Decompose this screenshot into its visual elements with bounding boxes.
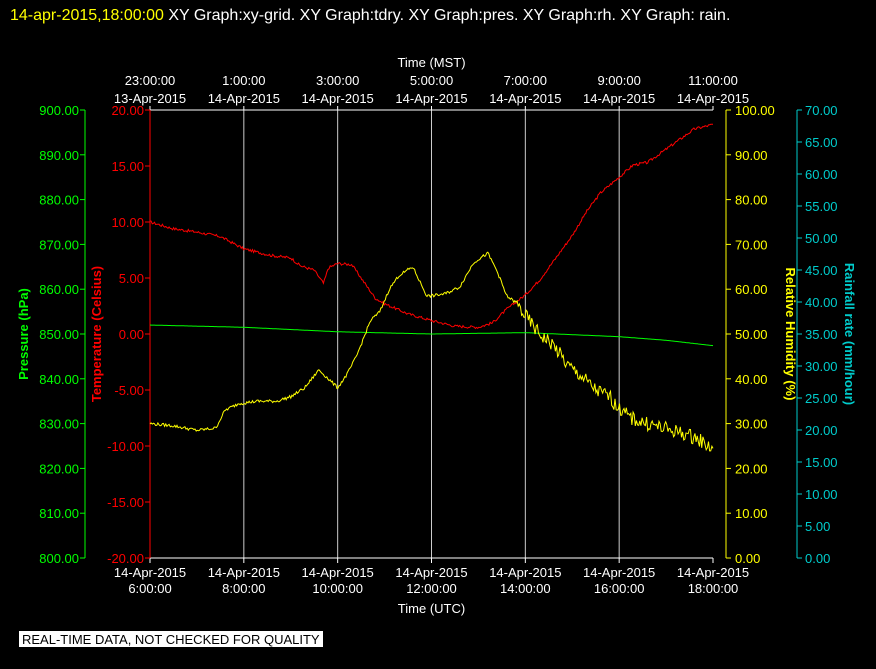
x-top-tick-label-time: 5:00:00 (410, 73, 453, 88)
rainfall-tick-label: 10.00 (805, 487, 838, 502)
title-timestamp: 14-apr-2015,18:00:00 (10, 7, 164, 24)
rainfall-tick-label: 0.00 (805, 551, 830, 566)
temperature-tick-label: 20.00 (111, 103, 144, 118)
humidity-tick-label: 70.00 (735, 237, 768, 252)
temperature-tick-label: -10.00 (107, 439, 144, 454)
humidity-tick-label: 100.00 (735, 103, 775, 118)
pressure-tick-label: 890.00 (39, 148, 79, 163)
pressure-tick-label: 810.00 (39, 506, 79, 521)
x-bottom-tick-label-date: 14-Apr-2015 (583, 565, 655, 580)
pressure-axis-title: Pressure (hPa) (16, 288, 31, 380)
x-top-tick-label-date: 13-Apr-2015 (114, 91, 186, 106)
rainfall-tick-label: 45.00 (805, 263, 838, 278)
series (149, 123, 714, 452)
x-top-tick-label-date: 14-Apr-2015 (395, 91, 467, 106)
temperature-tick-label: 5.00 (119, 271, 144, 286)
pressure-tick-label: 840.00 (39, 372, 79, 387)
temperature-tick-label: 10.00 (111, 215, 144, 230)
x-bottom-tick-label-date: 14-Apr-2015 (208, 565, 280, 580)
rainfall-tick-label: 35.00 (805, 327, 838, 342)
x-top-tick-label-time: 1:00:00 (222, 73, 265, 88)
rainfall-tick-label: 30.00 (805, 359, 838, 374)
humidity-tick-label: 30.00 (735, 417, 768, 432)
title-graph-list: XY Graph:xy-grid. XY Graph:tdry. XY Grap… (163, 7, 731, 24)
rainfall-tick-label: 50.00 (805, 231, 838, 246)
axes: 14-Apr-20156:00:0014-Apr-20158:00:0014-A… (16, 55, 857, 616)
humidity-axis-title: Relative Humidity (%) (783, 268, 798, 401)
pressure-tick-label: 830.00 (39, 417, 79, 432)
humidity-tick-label: 50.00 (735, 327, 768, 342)
temperature-axis-title: Temperature (Celsius) (89, 266, 104, 402)
x-top-tick-label-time: 3:00:00 (316, 73, 359, 88)
rainfall-tick-label: 55.00 (805, 199, 838, 214)
rainfall-tick-label: 40.00 (805, 295, 838, 310)
humidity-tick-label: 40.00 (735, 372, 768, 387)
rainfall-tick-label: 60.00 (805, 167, 838, 182)
pressure-tick-label: 900.00 (39, 103, 79, 118)
pressure-tick-label: 820.00 (39, 461, 79, 476)
temperature-tick-label: -15.00 (107, 495, 144, 510)
temperature-tick-label: 15.00 (111, 159, 144, 174)
x-bottom-tick-label-date: 14-Apr-2015 (395, 565, 467, 580)
x-top-tick-label-date: 14-Apr-2015 (208, 91, 280, 106)
x-bottom-tick-label-time: 10:00:00 (312, 581, 363, 596)
pressure-tick-label: 870.00 (39, 237, 79, 252)
x-bottom-tick-label-date: 14-Apr-2015 (302, 565, 374, 580)
humidity-tick-label: 20.00 (735, 461, 768, 476)
x-top-tick-label-date: 14-Apr-2015 (583, 91, 655, 106)
rainfall-tick-label: 65.00 (805, 135, 838, 150)
rainfall-tick-label: 5.00 (805, 519, 830, 534)
x-top-tick-label-date: 14-Apr-2015 (302, 91, 374, 106)
rainfall-tick-label: 15.00 (805, 455, 838, 470)
rainfall-tick-label: 20.00 (805, 423, 838, 438)
x-top-tick-label-date: 14-Apr-2015 (677, 91, 749, 106)
temperature-tick-label: 0.00 (119, 327, 144, 342)
rainfall-tick-label: 25.00 (805, 391, 838, 406)
x-bottom-tick-label-date: 14-Apr-2015 (114, 565, 186, 580)
x-top-tick-label-time: 9:00:00 (597, 73, 640, 88)
humidity-tick-label: 80.00 (735, 193, 768, 208)
humidity-tick-label: 60.00 (735, 282, 768, 297)
x-bottom-tick-label-time: 8:00:00 (222, 581, 265, 596)
x-bottom-tick-label-time: 18:00:00 (688, 581, 739, 596)
rainfall-axis-title: Rainfall rate (mm/hour) (842, 263, 857, 405)
chart-title: 14-apr-2015,18:00:00 XY Graph:xy-grid. X… (10, 3, 860, 28)
pressure-tick-label: 860.00 (39, 282, 79, 297)
data-quality-notice: REAL-TIME DATA, NOT CHECKED FOR QUALITY (19, 631, 323, 647)
x-bottom-tick-label-date: 14-Apr-2015 (677, 565, 749, 580)
x-bottom-tick-label-time: 16:00:00 (594, 581, 645, 596)
humidity-tick-label: 10.00 (735, 506, 768, 521)
pressure-tick-label: 880.00 (39, 193, 79, 208)
x-bottom-tick-label-date: 14-Apr-2015 (489, 565, 561, 580)
x-bottom-axis-title: Time (UTC) (398, 601, 465, 616)
x-top-tick-label-date: 14-Apr-2015 (489, 91, 561, 106)
x-top-axis-title: Time (MST) (397, 55, 465, 70)
pressure-series-line (149, 324, 714, 347)
humidity-tick-label: 0.00 (735, 551, 760, 566)
temperature-tick-label: -5.00 (114, 383, 144, 398)
humidity-tick-label: 90.00 (735, 148, 768, 163)
temperature-series-line (149, 123, 714, 330)
x-top-tick-label-time: 11:00:00 (688, 73, 738, 88)
humidity-series-line (149, 251, 714, 452)
pressure-tick-label: 800.00 (39, 551, 79, 566)
pressure-tick-label: 850.00 (39, 327, 79, 342)
temperature-tick-label: -20.00 (107, 551, 144, 566)
x-bottom-tick-label-time: 6:00:00 (128, 581, 171, 596)
x-bottom-tick-label-time: 12:00:00 (406, 581, 457, 596)
x-bottom-tick-label-time: 14:00:00 (500, 581, 551, 596)
rainfall-tick-label: 70.00 (805, 103, 838, 118)
x-top-tick-label-time: 7:00:00 (504, 73, 547, 88)
x-top-tick-label-time: 23:00:00 (125, 73, 176, 88)
